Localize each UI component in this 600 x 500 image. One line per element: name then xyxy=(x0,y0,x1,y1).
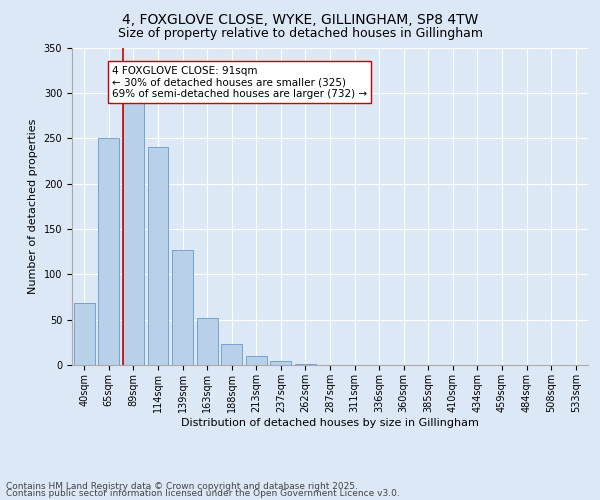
Text: Contains public sector information licensed under the Open Government Licence v3: Contains public sector information licen… xyxy=(6,490,400,498)
Y-axis label: Number of detached properties: Number of detached properties xyxy=(28,118,38,294)
Bar xyxy=(123,99,144,365)
Bar xyxy=(172,250,193,365)
Bar xyxy=(197,318,218,365)
Text: 4 FOXGLOVE CLOSE: 91sqm
← 30% of detached houses are smaller (325)
69% of semi-d: 4 FOXGLOVE CLOSE: 91sqm ← 30% of detache… xyxy=(112,66,367,99)
Bar xyxy=(221,344,242,365)
Bar xyxy=(74,304,95,365)
Bar xyxy=(98,138,119,365)
Text: Size of property relative to detached houses in Gillingham: Size of property relative to detached ho… xyxy=(118,28,482,40)
Bar xyxy=(148,148,169,365)
X-axis label: Distribution of detached houses by size in Gillingham: Distribution of detached houses by size … xyxy=(181,418,479,428)
Bar xyxy=(271,362,292,365)
Bar xyxy=(246,356,267,365)
Bar xyxy=(295,364,316,365)
Text: 4, FOXGLOVE CLOSE, WYKE, GILLINGHAM, SP8 4TW: 4, FOXGLOVE CLOSE, WYKE, GILLINGHAM, SP8… xyxy=(122,12,478,26)
Text: Contains HM Land Registry data © Crown copyright and database right 2025.: Contains HM Land Registry data © Crown c… xyxy=(6,482,358,491)
